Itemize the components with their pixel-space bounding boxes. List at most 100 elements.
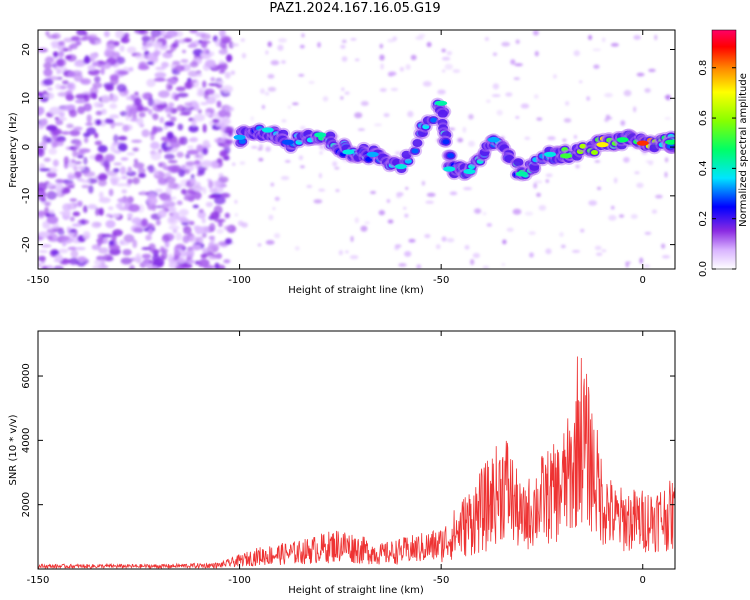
noise-blob (95, 119, 102, 126)
noise-blob (112, 122, 124, 126)
noise-blob (176, 151, 184, 158)
noise-blob (221, 133, 230, 137)
noise-blob (194, 104, 200, 111)
noise-blob (181, 188, 187, 195)
noise-blob (158, 148, 163, 154)
noise-blob (154, 71, 167, 79)
noise-blob (168, 261, 179, 269)
noise-blob (197, 109, 202, 114)
noise-blob (300, 125, 306, 131)
noise-blob (580, 228, 585, 233)
noise-blob (218, 48, 228, 55)
noise-blob (364, 221, 370, 225)
noise-blob (42, 265, 48, 269)
noise-blob (189, 235, 200, 244)
noise-blob (56, 68, 61, 75)
noise-blob (148, 164, 155, 174)
noise-blob (39, 191, 47, 198)
noise-blob (501, 41, 511, 47)
noise-blob (166, 131, 174, 140)
noise-blob (267, 41, 272, 48)
ridge-peak (487, 137, 500, 143)
noise-blob (201, 232, 207, 238)
noise-blob (150, 152, 162, 161)
noise-blob (538, 204, 547, 211)
noise-blob (149, 249, 161, 254)
ridge-peak (394, 163, 407, 170)
noise-blob (405, 187, 409, 190)
noise-blob (141, 218, 148, 227)
noise-blob (562, 138, 567, 142)
noise-blob (441, 56, 451, 61)
noise-blob (77, 154, 84, 159)
noise-blob (74, 99, 87, 104)
noise-blob (97, 174, 103, 181)
noise-blob (147, 97, 154, 107)
noise-blob (73, 126, 83, 131)
noise-blob (182, 235, 190, 244)
noise-blob (208, 235, 216, 240)
noise-blob (208, 242, 214, 249)
ridge-cell (504, 154, 515, 163)
noise-blob (116, 83, 127, 93)
noise-blob (630, 214, 638, 219)
noise-blob (234, 213, 239, 217)
noise-blob (174, 39, 180, 45)
noise-blob (273, 232, 281, 239)
ridge-core (447, 153, 455, 159)
x-tick-label: -50 (433, 575, 449, 586)
noise-blob (177, 257, 187, 264)
noise-blob (664, 171, 668, 178)
noise-blob (462, 126, 467, 133)
noise-blob (292, 102, 299, 106)
noise-blob (141, 253, 152, 259)
noise-blob (473, 208, 482, 214)
noise-blob (174, 64, 185, 72)
noise-blob (153, 50, 160, 58)
noise-blob (205, 144, 212, 148)
noise-blob (120, 36, 130, 44)
noise-blob (605, 116, 613, 120)
noise-blob (648, 68, 656, 73)
noise-blob (547, 136, 556, 141)
noise-blob (239, 161, 246, 165)
noise-blob (278, 38, 287, 43)
noise-blob (146, 196, 158, 206)
noise-blob (80, 219, 86, 225)
noise-blob (100, 67, 105, 75)
noise-blob (220, 192, 231, 199)
noise-blob (217, 264, 226, 269)
noise-blob (441, 48, 446, 53)
noise-blob (306, 184, 313, 188)
noise-blob (152, 102, 158, 111)
noise-blob (604, 92, 613, 98)
noise-blob (322, 96, 329, 102)
ridge-peak (616, 137, 629, 143)
noise-blob (164, 176, 176, 184)
noise-blob (214, 218, 226, 223)
ridge-peak (636, 140, 649, 146)
noise-blob (492, 52, 498, 56)
noise-blob (268, 214, 274, 221)
noise-blob (645, 160, 654, 163)
noise-blob (148, 228, 154, 235)
noise-blob (198, 258, 210, 267)
ridge-core (295, 139, 303, 145)
noise-blob (267, 86, 277, 92)
noise-blob (643, 264, 651, 268)
noise-blob (184, 102, 193, 107)
noise-blob (216, 158, 223, 164)
noise-blob (113, 149, 122, 154)
noise-blob (317, 42, 321, 48)
noise-blob (98, 207, 104, 216)
noise-blob (559, 232, 564, 237)
noise-blob (437, 89, 446, 95)
noise-blob (341, 87, 345, 91)
noise-blob (644, 231, 652, 235)
noise-blob (155, 66, 166, 71)
y-tick-label: 10 (21, 92, 32, 105)
noise-blob (82, 205, 88, 213)
noise-blob (120, 175, 128, 180)
noise-blob (83, 170, 96, 178)
noise-blob (117, 56, 126, 65)
